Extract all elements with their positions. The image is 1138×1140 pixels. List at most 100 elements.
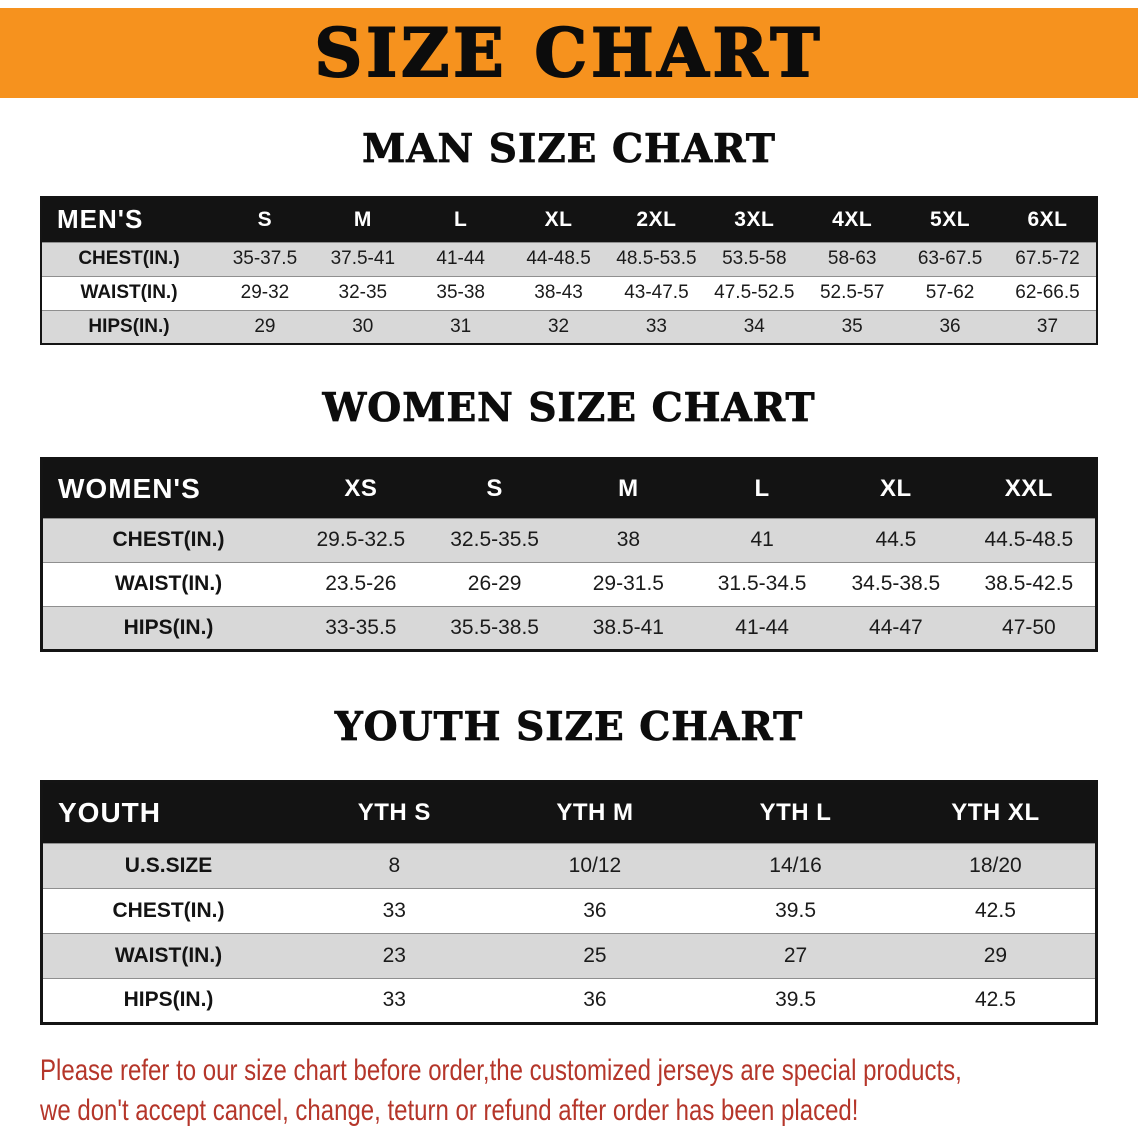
size-value-cell: 29	[983, 943, 1008, 967]
row-label: U.S.SIZE	[124, 853, 213, 877]
size-column-header: M	[561, 458, 696, 519]
table-title-cell: WOMEN'S	[41, 458, 294, 519]
size-column-header: L	[695, 458, 829, 519]
size-value-cell: 18/20	[969, 853, 1022, 877]
size-value-cell: 47.5-52.5	[714, 282, 795, 304]
size-value-cell: 10/12	[568, 853, 622, 877]
size-value-cell: 33	[382, 988, 406, 1012]
size-value-cell: 36	[583, 898, 607, 922]
table-title-cell: MEN'S	[41, 196, 216, 243]
measurement-row: HIPS(IN.) 33-35.5 35.5-38.5 38.5-41 41-44 44-…	[41, 606, 1097, 651]
size-value-cell: 62-66.5	[1015, 282, 1080, 304]
size-value-cell: 27	[783, 943, 808, 967]
disclaimer-line-1: Please refer to our size chart before or…	[40, 1053, 962, 1087]
size-value-cell: 41	[750, 528, 774, 552]
size-column-header: L	[411, 196, 510, 243]
row-label: HIPS(IN.)	[123, 615, 214, 639]
size-value-cell: 57-62	[925, 282, 975, 304]
size-column-header: YTH M	[494, 781, 696, 844]
size-value-cell: 43-47.5	[624, 282, 689, 304]
women-size-chart-heading: WOMEN SIZE CHART	[322, 385, 816, 432]
size-value-cell: 35.5-38.5	[450, 615, 539, 639]
size-value-cell: 44.5	[875, 528, 917, 552]
row-label: WAIST(IN.)	[80, 282, 178, 304]
size-value-cell: 32	[547, 315, 570, 337]
size-value-cell: 23	[382, 943, 406, 967]
size-value-cell: 35	[841, 315, 863, 337]
size-column-header: YTH S	[294, 781, 495, 844]
row-label: WAIST(IN.)	[114, 943, 223, 967]
size-chart-page: SIZE CHART MAN SIZE CHART MEN'S S M L XL 2XL 3…	[0, 8, 1138, 1131]
size-column-header: 6XL	[999, 196, 1097, 243]
size-value-cell: 30	[352, 315, 374, 337]
measurement-row: CHEST(IN.) 29.5-32.5 32.5-35.5 38 41 44.5 44.5…	[41, 518, 1097, 563]
size-column-header: XS	[294, 458, 428, 519]
row-label: CHEST(IN.)	[112, 898, 225, 922]
size-value-cell: 53.5-58	[722, 248, 787, 270]
size-value-cell: 38	[616, 528, 641, 552]
size-column-header: XL	[509, 196, 608, 243]
size-value-cell: 35-38	[436, 282, 485, 304]
size-value-cell: 37	[1036, 315, 1059, 337]
size-column-header: 5XL	[901, 196, 999, 243]
disclaimer-line-2: we don't accept cancel, change, teturn o…	[40, 1093, 859, 1127]
youth-size-chart-section: YOUTH SIZE CHART YOUTH YTH S YTH M YTH L YTH…	[0, 705, 1138, 1025]
womens-size-table: WOMEN'S XS S M L XL XXL CHEST(IN.) 29.5-32.5 32.5…	[40, 456, 1098, 652]
row-label: CHEST(IN.)	[112, 528, 225, 552]
man-size-chart-heading: MAN SIZE CHART	[362, 126, 776, 172]
size-value-cell: 38-43	[534, 282, 583, 304]
size-value-cell: 33	[382, 898, 406, 922]
row-label: HIPS(IN.)	[123, 988, 214, 1012]
size-value-cell: 32-35	[338, 282, 388, 304]
mens-size-table: MEN'S S M L XL 2XL 3XL 4XL 5XL 6XL CHEST(IN.) 35-37…	[40, 195, 1098, 346]
size-value-cell: 38.5-41	[592, 615, 664, 639]
size-value-cell: 35-37.5	[232, 248, 298, 270]
size-value-cell: 38.5-42.5	[984, 572, 1074, 596]
measurement-row: HIPS(IN.) 33 36 39.5 42.5	[41, 978, 1097, 1024]
row-label: HIPS(IN.)	[88, 315, 170, 337]
size-value-cell: 33	[645, 315, 667, 337]
disclaimer: Please refer to our size chart before or…	[40, 1051, 1138, 1131]
size-chart-title: SIZE CHART	[314, 13, 824, 93]
size-column-header: S	[216, 196, 314, 243]
table-header-row: MEN'S S M L XL 2XL 3XL 4XL 5XL 6XL	[41, 196, 1097, 243]
size-column-header: XXL	[962, 458, 1097, 519]
size-value-cell: 41-44	[436, 248, 485, 270]
size-value-cell: 29.5-32.5	[316, 528, 406, 552]
size-chart-banner: SIZE CHART	[0, 8, 1138, 98]
size-value-cell: 32.5-35.5	[450, 528, 539, 552]
size-column-header: XL	[829, 458, 963, 519]
size-column-header: 2XL	[607, 196, 706, 243]
size-column-header: YTH L	[695, 781, 896, 844]
table-title-cell: YOUTH	[41, 781, 294, 844]
size-column-header: M	[313, 196, 412, 243]
size-column-header: YTH XL	[895, 781, 1097, 844]
size-value-cell: 44-47	[869, 615, 923, 639]
size-value-cell: 23.5-26	[325, 572, 397, 596]
size-value-cell: 41-44	[735, 615, 789, 639]
size-value-cell: 37.5-41	[330, 248, 396, 270]
size-value-cell: 31	[450, 315, 472, 337]
size-column-header: 4XL	[803, 196, 902, 243]
youth-size-table: YOUTH YTH S YTH M YTH L YTH XL U.S.SIZE 8 10/12…	[40, 779, 1098, 1025]
size-value-cell: 47-50	[1002, 615, 1056, 639]
size-value-cell: 63-67.5	[917, 248, 983, 270]
size-value-cell: 44-48.5	[526, 248, 591, 270]
size-value-cell: 29-31.5	[592, 572, 664, 596]
size-value-cell: 58-63	[827, 248, 877, 270]
size-value-cell: 48.5-53.5	[616, 248, 697, 270]
measurement-row: CHEST(IN.) 33 36 39.5 42.5	[41, 888, 1097, 934]
size-value-cell: 34	[743, 315, 765, 337]
man-size-chart-section: MAN SIZE CHART MEN'S S M L XL 2XL 3XL 4XL 5XL 6XL…	[0, 126, 1138, 346]
size-value-cell: 44.5-48.5	[984, 528, 1074, 552]
size-value-cell: 29-32	[240, 282, 290, 304]
size-value-cell: 31.5-34.5	[717, 572, 807, 596]
size-value-cell: 67.5-72	[1015, 248, 1080, 270]
size-value-cell: 25	[583, 943, 607, 967]
measurement-row: U.S.SIZE 8 10/12 14/16 18/20	[41, 843, 1097, 889]
size-value-cell: 14/16	[769, 853, 822, 877]
measurement-row: WAIST(IN.) 29-32 32-35 35-38 38-43 43-47.5 47.…	[41, 276, 1097, 311]
size-column-header: S	[427, 458, 562, 519]
size-value-cell: 26-29	[467, 572, 522, 596]
row-label: WAIST(IN.)	[114, 572, 223, 596]
